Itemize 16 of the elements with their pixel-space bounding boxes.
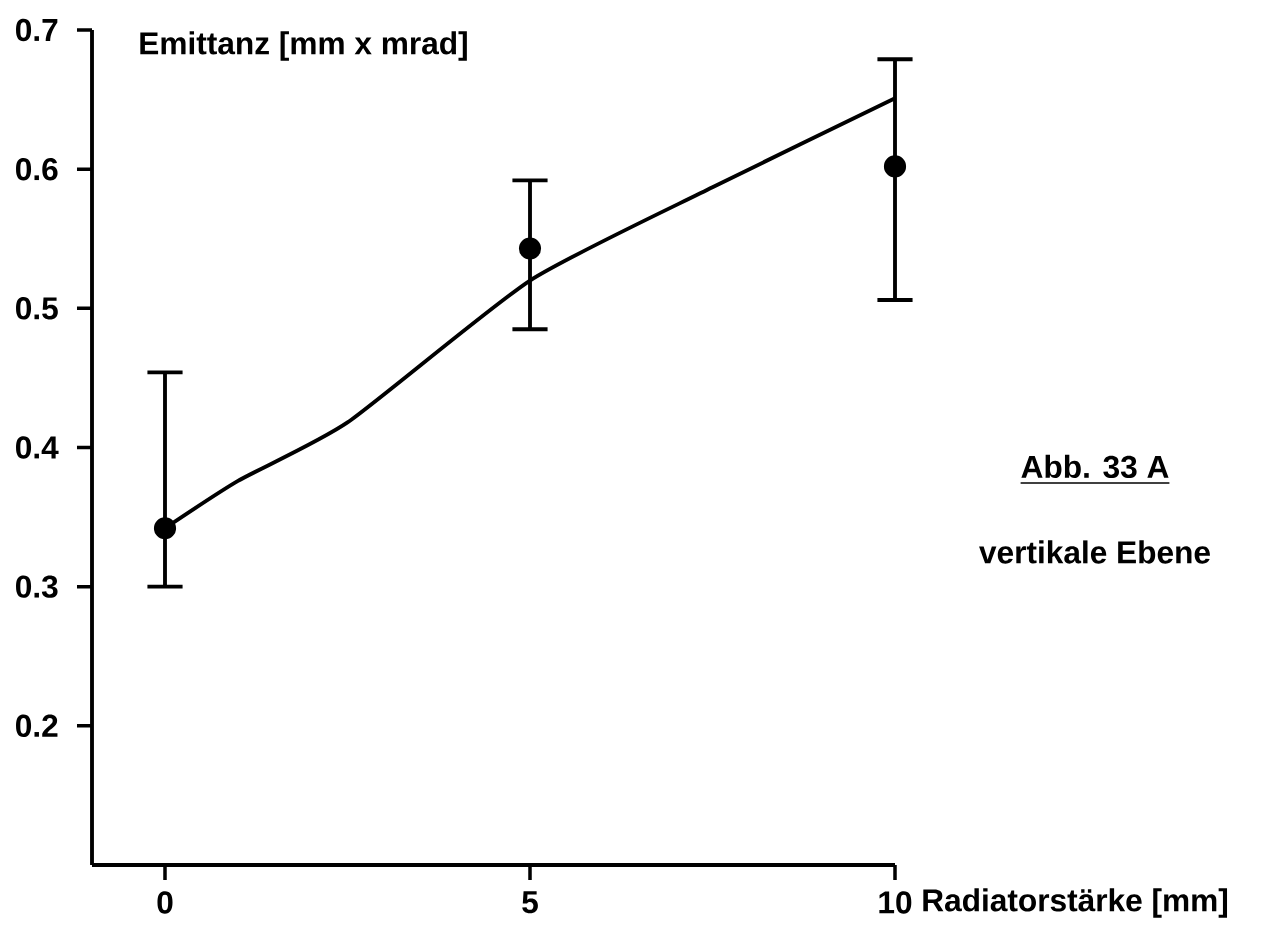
point — [883, 155, 907, 178]
y-tick-label: 0.7 — [16, 18, 58, 42]
y-tick-label: 0.4 — [16, 436, 59, 459]
y-tick-label: 0.2 — [16, 714, 58, 738]
x-tick-label: 0 — [157, 891, 173, 914]
y-tick-label: 0.5 — [16, 297, 58, 320]
x-axis-title: Radiatorstärke [mm] — [923, 888, 1228, 918]
x-tick-label: 10 — [879, 891, 912, 914]
caption: Abb. 33 A — [1021, 454, 1169, 479]
point — [518, 237, 542, 260]
y-tick-label: 0.6 — [16, 157, 58, 181]
y-tick-label: 0.3 — [16, 575, 58, 598]
x-tick-label: 5 — [522, 891, 538, 914]
y-axis-title: Emittanz [mm x mrad] — [140, 31, 467, 61]
text: vertikale Ebene — [979, 540, 1210, 564]
point — [153, 517, 177, 540]
